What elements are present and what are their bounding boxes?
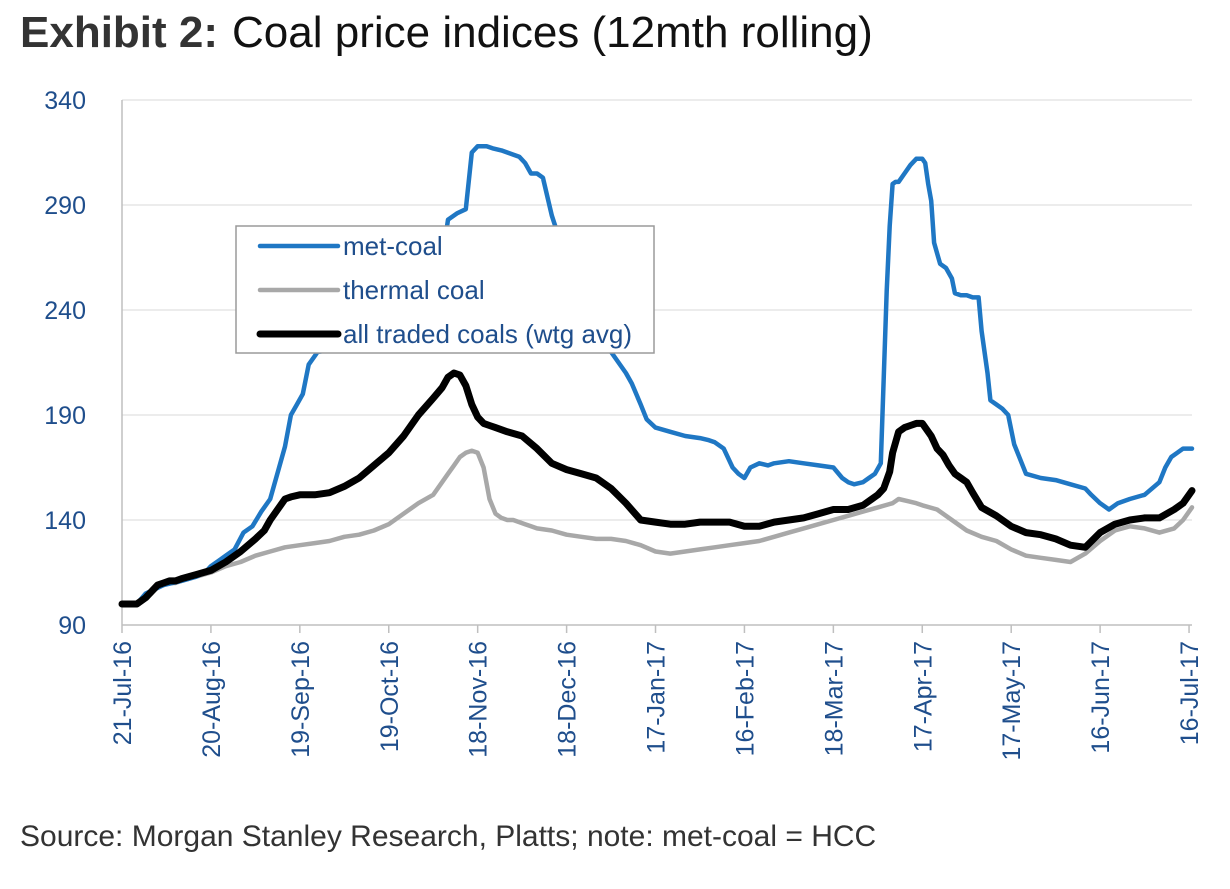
chart-subtitle: Coal price indices (12mth rolling) [232,8,873,57]
series-layer [118,143,1196,608]
x-tick-label: 18-Dec-16 [554,641,582,758]
x-tick-label: 19-Oct-16 [376,641,404,752]
y-tick-label: 290 [44,192,86,220]
legend-label: all traded coals (wtg avg) [343,319,632,349]
series-met-coal [119,143,1195,607]
series-thermal-coal [119,448,1195,607]
x-tick-label: 21-Jul-16 [109,641,137,745]
x-tick-label: 16-Jul-17 [1176,641,1204,745]
source-note: Source: Morgan Stanley Research, Platts;… [20,820,877,853]
x-tick-label: 18-Nov-16 [465,641,493,758]
y-tick-label: 240 [44,297,86,325]
exhibit-label: Exhibit 2: [20,8,219,57]
legend-label: met-coal [343,231,443,261]
x-tick-label: 18-Mar-17 [820,641,848,756]
x-tick-label: 20-Aug-16 [198,641,226,758]
legend: met-coal thermal coal all traded coals (wt… [235,225,655,354]
x-tick-label: 19-Sep-16 [287,641,315,758]
line-chart: 90 140 190 240 290 340 21-Jul-16 20-Aug-16 19-Se… [44,87,1204,761]
y-tick-label: 340 [44,87,86,115]
y-tick-label: 90 [58,612,86,640]
x-tick-label: 17-Apr-17 [909,641,937,752]
legend-label: thermal coal [343,275,485,305]
series-all-traded-coals [118,369,1196,608]
x-tick-label: 16-Feb-17 [731,641,759,756]
axis-layer: 90 140 190 240 290 340 21-Jul-16 20-Aug-16 19-Se… [44,87,1204,761]
x-tick-label: 16-Jun-17 [1087,641,1115,754]
x-tick-label: 17-Jan-17 [643,641,671,754]
x-tick-label: 17-May-17 [998,641,1026,761]
chart-title: Exhibit 2: Coal price indices (12mth roll… [20,8,873,58]
y-tick-label: 140 [44,507,86,535]
y-tick-label: 190 [44,402,86,430]
